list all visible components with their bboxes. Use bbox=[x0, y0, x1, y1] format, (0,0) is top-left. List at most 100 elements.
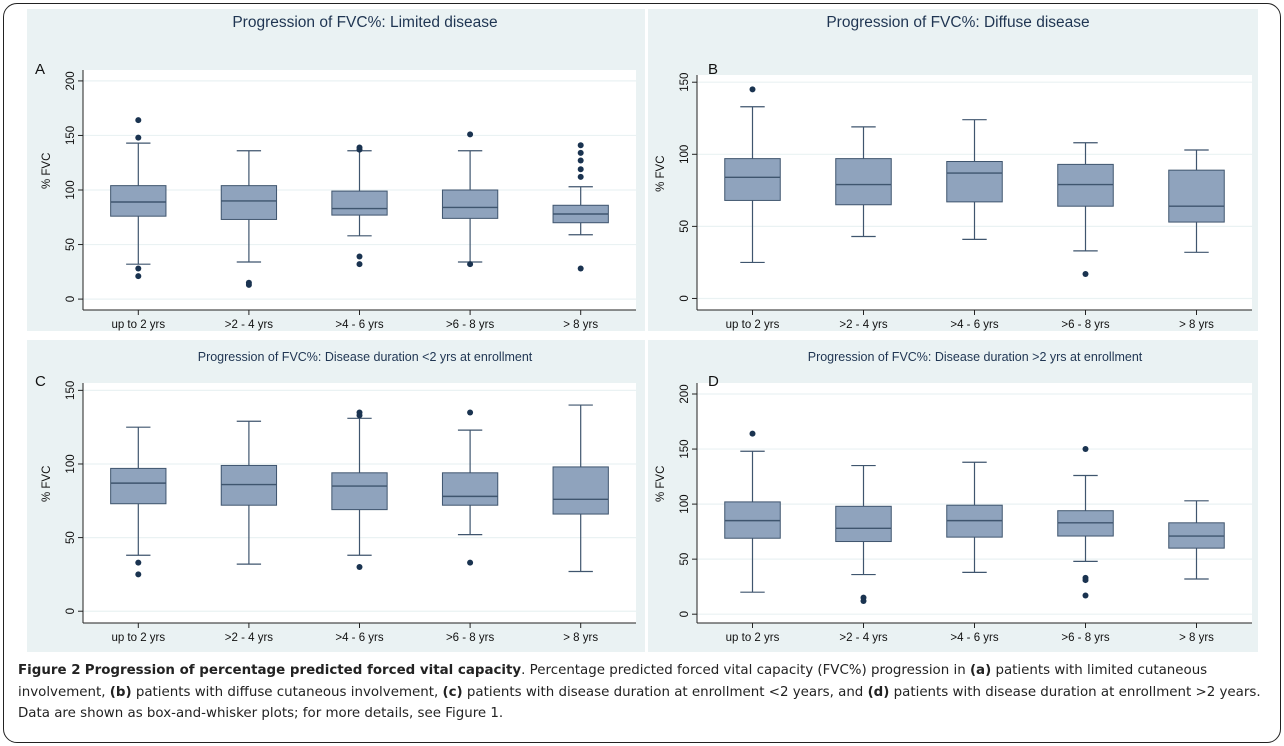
box-iqr bbox=[552, 466, 609, 515]
caption-title: Progression of percentage predicted forc… bbox=[84, 663, 522, 678]
box-iqr bbox=[835, 505, 892, 543]
outlier-point bbox=[467, 559, 474, 566]
outlier-point bbox=[467, 131, 474, 138]
outlier-point bbox=[749, 430, 756, 437]
caption-label-a: (a) bbox=[969, 663, 992, 678]
panel-d-box-4 bbox=[1057, 446, 1114, 599]
panel-c-x-tick-label: >4 - 6 yrs bbox=[335, 632, 384, 644]
outlier-point bbox=[860, 597, 867, 604]
caption-text-4: patients with disease duration at enroll… bbox=[462, 684, 868, 700]
box-iqr bbox=[220, 464, 278, 506]
outlier-point bbox=[135, 265, 142, 272]
panel-c-y-tick-label: 150 bbox=[65, 381, 77, 400]
panel-c-letter: C bbox=[35, 373, 46, 390]
box-iqr bbox=[331, 190, 388, 216]
outlier-point bbox=[135, 117, 142, 124]
panel-c-title: Progression of FVC%: Disease duration <2… bbox=[198, 350, 533, 364]
outlier-point bbox=[577, 265, 584, 272]
panel-a-x-tick-label: up to 2 yrs bbox=[111, 319, 165, 331]
panel-a-box-3 bbox=[331, 144, 388, 268]
panel-a: 0 50 100 150 200 % FVC Progression of FVC%: Li… bbox=[27, 9, 645, 331]
panel-b: 0 50 100 150 % FVC Progression of FVC%: Diffu… bbox=[648, 9, 1258, 331]
panel-d-y-tick-label: 200 bbox=[679, 384, 691, 403]
panel-d-x-tick-label: >2 - 4 yrs bbox=[839, 632, 888, 644]
outlier-point bbox=[356, 412, 363, 419]
panel-d-box-1 bbox=[724, 430, 781, 593]
caption-text-2: patients with limited cutaneous involvem… bbox=[18, 663, 1208, 700]
box-iqr bbox=[331, 472, 388, 511]
outlier-point bbox=[1082, 577, 1089, 584]
panel-b-y-tick-label: 150 bbox=[679, 73, 691, 92]
panel-a-y-tick-label: 150 bbox=[65, 126, 77, 145]
box-iqr bbox=[946, 161, 1003, 203]
panel-a-x-tick-label: >6 - 8 yrs bbox=[446, 319, 495, 331]
panel-c-y-tick-label: 50 bbox=[65, 531, 77, 544]
caption-label-b: (b) bbox=[109, 684, 132, 700]
panel-a-x-tick-label: >4 - 6 yrs bbox=[335, 319, 384, 331]
box-iqr bbox=[110, 185, 167, 217]
panel-d-x-tick-label: > 8 yrs bbox=[1179, 632, 1214, 644]
panel-d-title: Progression of FVC%: Disease duration >2… bbox=[808, 350, 1143, 364]
panel-a-box-2 bbox=[220, 150, 278, 288]
outlier-point bbox=[749, 86, 756, 93]
outlier-point bbox=[135, 571, 142, 578]
panel-a-x-tick-label: >2 - 4 yrs bbox=[225, 319, 274, 331]
outlier-point bbox=[245, 281, 252, 288]
box-iqr bbox=[220, 185, 278, 220]
panel-b-x-tick-label: >6 - 8 yrs bbox=[1061, 319, 1110, 331]
panel-d: 0 50 100 150 200 % FVC Progression of FVC%: Di… bbox=[648, 340, 1258, 652]
panel-b-x-tick-label: >2 - 4 yrs bbox=[839, 319, 888, 331]
panel-a-letter: A bbox=[35, 61, 45, 78]
caption-label-d: (d) bbox=[867, 684, 890, 700]
caption-label-c: (c) bbox=[442, 684, 463, 700]
panel-b-x-tick-label: > 8 yrs bbox=[1179, 319, 1214, 331]
outlier-point bbox=[1082, 592, 1089, 599]
caption-figure-label: Figure 2 bbox=[18, 663, 81, 678]
outlier-point bbox=[135, 559, 142, 566]
panel-d-y-tick-label: 100 bbox=[679, 495, 691, 514]
panel-a-y-tick-label: 100 bbox=[65, 180, 77, 199]
box-iqr bbox=[1168, 169, 1225, 223]
outlier-point bbox=[467, 409, 474, 416]
panel-a-x-tick-label: > 8 yrs bbox=[563, 319, 598, 331]
panel-b-title: Progression of FVC%: Diffuse disease bbox=[826, 14, 1089, 31]
outlier-point bbox=[577, 166, 584, 173]
panel-c: 0 50 100 150 % FVC Progression of FVC%: Disea… bbox=[27, 340, 645, 652]
box-iqr bbox=[110, 467, 167, 505]
panel-b-y-tick-label: 100 bbox=[679, 145, 691, 164]
outlier-point bbox=[577, 149, 584, 156]
box-iqr bbox=[441, 472, 499, 506]
outlier-point bbox=[577, 142, 584, 149]
panel-c-y-tick-label: 0 bbox=[65, 608, 77, 614]
caption-text-1: . Percentage predicted forced vital capa… bbox=[521, 663, 970, 678]
panel-c-x-tick-label: >6 - 8 yrs bbox=[446, 632, 495, 644]
panel-a-y-tick-label: 0 bbox=[65, 296, 77, 302]
box-iqr bbox=[835, 158, 892, 206]
panel-c-y-tick-label: 100 bbox=[65, 454, 77, 473]
caption-text-5: patients with disease duration at enroll… bbox=[18, 684, 1261, 722]
outlier-point bbox=[1082, 270, 1089, 277]
panel-b-box-4 bbox=[1057, 142, 1114, 277]
outlier-point bbox=[577, 157, 584, 164]
outlier-point bbox=[135, 273, 142, 280]
panel-b-x-tick-label: up to 2 yrs bbox=[726, 319, 780, 331]
panel-d-box-3 bbox=[946, 461, 1003, 573]
outlier-point bbox=[356, 253, 363, 260]
outlier-point bbox=[356, 261, 363, 268]
panel-d-x-tick-label: up to 2 yrs bbox=[726, 632, 780, 644]
panel-d-x-tick-label: >4 - 6 yrs bbox=[950, 632, 999, 644]
outlier-point bbox=[135, 134, 142, 141]
outlier-point bbox=[356, 564, 363, 571]
outlier-point bbox=[467, 261, 474, 268]
panel-d-y-tick-label: 50 bbox=[679, 553, 691, 566]
outlier-point bbox=[577, 173, 584, 180]
panel-a-title: Progression of FVC%: Limited disease bbox=[232, 14, 497, 31]
panel-a-y-tick-label: 50 bbox=[65, 238, 77, 251]
panel-b-y-tick-label: 0 bbox=[679, 295, 691, 301]
figure-caption: Figure 2 Progression of percentage predi… bbox=[18, 660, 1270, 725]
panel-a-box-4 bbox=[441, 131, 499, 268]
panel-c-x-tick-label: >2 - 4 yrs bbox=[225, 632, 274, 644]
panel-b-box-2 bbox=[835, 126, 892, 238]
panel-a-y-axis-label: % FVC bbox=[41, 153, 53, 189]
